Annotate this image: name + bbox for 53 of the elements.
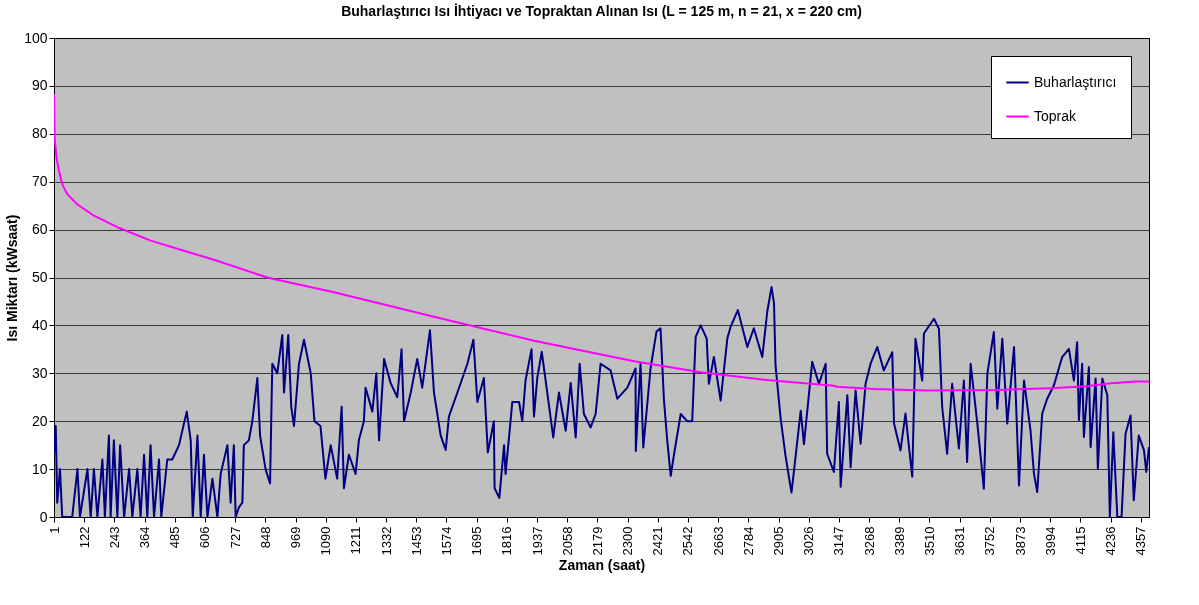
x-tick-label: 1090 bbox=[318, 526, 334, 556]
y-tick-label: 40 bbox=[31, 316, 48, 333]
x-tick-label: 122 bbox=[76, 526, 92, 549]
y-tick-label: 80 bbox=[31, 125, 48, 142]
x-tick-label: 727 bbox=[227, 526, 243, 549]
y-tick-label: 10 bbox=[31, 460, 48, 477]
y-tick-label: 90 bbox=[31, 77, 48, 94]
y-tick-label: 0 bbox=[39, 508, 48, 525]
y-tick-label: 100 bbox=[24, 29, 48, 46]
y-tick-label: 70 bbox=[31, 173, 48, 190]
x-tick-label: 2905 bbox=[771, 526, 787, 556]
x-tick-label: 3631 bbox=[952, 526, 968, 556]
x-tick-label: 4357 bbox=[1133, 526, 1149, 556]
y-tick-label: 60 bbox=[31, 221, 48, 238]
x-tick-label: 243 bbox=[106, 526, 122, 549]
x-tick-label: 2663 bbox=[710, 526, 726, 556]
x-axis-title: Zaman (saat) bbox=[558, 557, 646, 574]
x-tick-label: 3752 bbox=[982, 526, 998, 556]
x-tick-label: 2179 bbox=[589, 526, 605, 556]
x-tick-label: 485 bbox=[167, 526, 183, 549]
x-tick-label: 1453 bbox=[408, 526, 424, 556]
x-tick-label: 1816 bbox=[499, 526, 515, 556]
x-tick-label: 606 bbox=[197, 526, 213, 549]
legend-label: Toprak bbox=[1034, 107, 1078, 124]
x-tick-label: 4115 bbox=[1072, 526, 1088, 555]
x-tick-label: 2421 bbox=[650, 526, 666, 556]
chart-title: Buharlaştırıcı Isı İhtiyacı ve Topraktan Alınan Isı (L = 125 m, n = 21, x = 220 cm) bbox=[341, 3, 862, 19]
x-tick-label: 1695 bbox=[469, 526, 485, 556]
y-tick-label: 30 bbox=[31, 364, 48, 381]
x-tick-label: 3389 bbox=[891, 526, 907, 556]
legend-label: Buharlaştırıcı bbox=[1034, 73, 1117, 90]
x-tick-label: 3873 bbox=[1012, 526, 1028, 556]
x-tick-label: 4236 bbox=[1103, 526, 1119, 556]
x-tick-label: 3147 bbox=[831, 526, 847, 556]
x-tick-label: 1 bbox=[46, 526, 62, 534]
x-tick-label: 1574 bbox=[438, 526, 454, 556]
x-tick-label: 364 bbox=[137, 526, 153, 549]
x-tick-label: 2784 bbox=[740, 526, 756, 556]
x-tick-label: 2058 bbox=[559, 526, 575, 556]
y-tick-label: 20 bbox=[31, 412, 48, 429]
x-tick-label: 1211 bbox=[348, 526, 364, 555]
x-tick-label: 2300 bbox=[620, 526, 636, 556]
x-tick-label: 3994 bbox=[1042, 526, 1058, 556]
x-tick-label: 1332 bbox=[378, 526, 394, 556]
y-axis-title: Isı Miktarı (kWsaat) bbox=[4, 214, 21, 342]
x-tick-label: 1937 bbox=[529, 526, 545, 556]
x-tick-label: 969 bbox=[288, 526, 303, 549]
y-tick-label: 50 bbox=[31, 269, 48, 285]
x-tick-label: 3510 bbox=[921, 526, 937, 556]
x-tick-label: 848 bbox=[257, 526, 273, 549]
x-tick-label: 3268 bbox=[861, 526, 877, 556]
x-tick-label: 3026 bbox=[801, 526, 817, 556]
x-tick-label: 2542 bbox=[680, 526, 696, 556]
